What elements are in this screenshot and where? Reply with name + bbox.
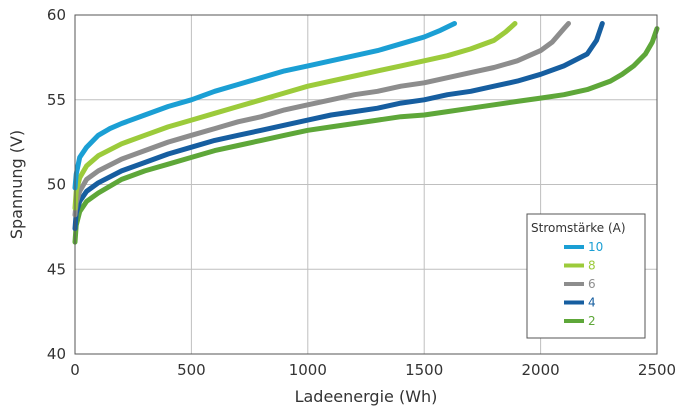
legend-item: 6 xyxy=(564,277,596,291)
y-tick-label: 60 xyxy=(47,6,66,24)
plot-frame xyxy=(74,14,658,355)
legend-label: 8 xyxy=(588,259,596,273)
x-tick-label: 0 xyxy=(70,361,80,379)
x-tick-label: 2500 xyxy=(638,361,676,379)
y-tick-label: 55 xyxy=(47,91,66,109)
x-tick-label: 500 xyxy=(177,361,206,379)
legend-item: 10 xyxy=(564,240,603,254)
legend-label: 2 xyxy=(588,314,596,328)
y-tick-label: 40 xyxy=(47,345,66,363)
y-tick-label: 45 xyxy=(47,260,66,278)
legend-items: 10 8 6 4 2 xyxy=(564,240,603,328)
y-tick-label: 50 xyxy=(47,176,66,194)
x-axis-label: Ladeenergie (Wh) xyxy=(295,387,438,406)
y-axis-label: Spannung (V) xyxy=(7,130,26,239)
legend-label: 10 xyxy=(588,240,603,254)
series-line-6 xyxy=(72,21,571,218)
legend-title: Stromstärke (A) xyxy=(531,221,626,235)
legend-box xyxy=(526,213,646,339)
legend-item: 4 xyxy=(564,296,596,310)
x-tick-label: 1000 xyxy=(289,361,327,379)
legend-label: 4 xyxy=(588,296,596,310)
legend-item: 8 xyxy=(564,259,596,273)
x-tick-labels: 0 500 1000 1500 2000 2500 xyxy=(70,361,676,379)
x-tick-label: 1500 xyxy=(405,361,443,379)
legend-label: 6 xyxy=(588,277,596,291)
legend: Stromstärke (A) 10 8 6 4 2 xyxy=(526,213,646,339)
y-tick-labels: 40 45 50 55 60 xyxy=(47,6,66,363)
series-line-2 xyxy=(72,26,660,245)
series-line-10 xyxy=(72,21,457,191)
series-line-4 xyxy=(72,21,605,232)
series-layer xyxy=(72,21,660,245)
series-line-8 xyxy=(72,21,518,211)
x-tick-label: 2000 xyxy=(522,361,560,379)
legend-item: 2 xyxy=(564,314,596,328)
